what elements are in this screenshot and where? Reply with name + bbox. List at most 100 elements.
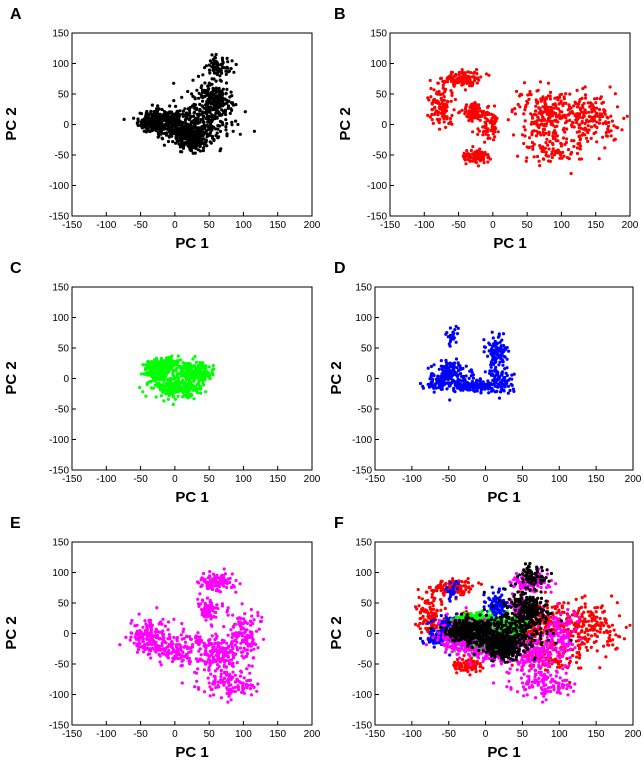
data-point [161,127,165,131]
data-point [432,390,436,394]
data-point [416,624,420,628]
data-point [186,140,190,144]
data-point [187,369,192,373]
data-point [190,393,194,397]
data-point [254,629,259,633]
data-point [219,680,223,684]
data-point [211,645,215,650]
data-point [185,382,189,386]
data-point [546,143,550,147]
data-point [145,123,149,127]
data-point [210,65,214,69]
data-point [249,648,253,652]
data-point [203,612,207,616]
y-tick-label: 100 [52,59,69,70]
data-point [207,681,211,685]
data-point [466,152,470,156]
data-point [511,133,516,137]
data-point [496,130,500,134]
data-point [517,94,522,98]
data-point [508,388,512,393]
data-point [503,348,507,352]
data-point [209,581,213,585]
data-point [148,129,152,133]
data-point [175,121,179,125]
data-point [145,116,149,120]
data-point [235,640,239,644]
data-point [577,123,581,127]
data-point [224,125,228,129]
data-point [592,115,596,119]
x-tick-label: 200 [622,220,639,231]
data-point [475,68,479,72]
data-point [180,622,184,626]
data-point [522,112,526,116]
data-point [224,81,229,85]
data-point [550,150,554,154]
data-point [468,105,472,109]
data-point [583,127,587,131]
data-point [199,85,203,90]
x-tick-label: 100 [235,729,252,740]
data-point [207,365,211,369]
data-point [568,118,572,122]
data-point [217,112,221,116]
data-point [261,637,266,641]
data-point [559,92,564,96]
x-tick-label: -100 [402,474,422,485]
y-axis-title: PC 2 [337,107,354,140]
y-axis-title: PC 2 [3,616,20,649]
data-point [461,154,465,158]
data-point [505,373,509,378]
data-point [234,103,238,107]
data-point [198,141,202,145]
x-tick-label: 0 [490,220,496,231]
points-group [414,561,632,704]
data-point [180,681,184,685]
x-axis-title: PC 1 [487,489,520,506]
data-point [192,111,196,115]
x-tick-label: 200 [304,729,321,740]
data-point [192,114,196,118]
data-point [583,109,587,113]
data-point [594,106,599,110]
data-point [178,388,182,392]
data-point [231,613,235,617]
data-point [430,102,434,106]
data-point [224,118,228,122]
data-point [473,116,477,120]
y-tick-label: 50 [58,344,70,355]
data-point [203,369,207,373]
y-tick-label: 150 [52,538,69,549]
data-point [435,609,439,613]
data-point [212,693,216,697]
data-point [225,65,229,69]
data-point [179,150,183,154]
data-point [598,115,602,119]
data-point [566,108,570,112]
x-tick-label: 150 [588,474,605,485]
data-point [252,647,256,651]
data-point [208,110,212,114]
data-point [147,648,151,652]
data-point [185,130,189,134]
data-point [210,634,214,638]
data-point [483,140,487,144]
data-point [235,679,239,683]
data-point [144,367,148,371]
data-point [206,576,210,580]
data-point [557,96,562,100]
data-point [509,382,513,386]
data-point [194,376,198,380]
data-point [529,122,533,126]
data-point [200,128,204,132]
data-point [492,104,497,108]
data-point [149,628,153,632]
data-point [161,638,165,642]
data-point [558,151,562,155]
data-point [552,136,556,140]
data-point [489,360,494,364]
data-point [488,383,492,387]
data-point [579,126,583,130]
x-tick-label: -150 [62,474,82,485]
